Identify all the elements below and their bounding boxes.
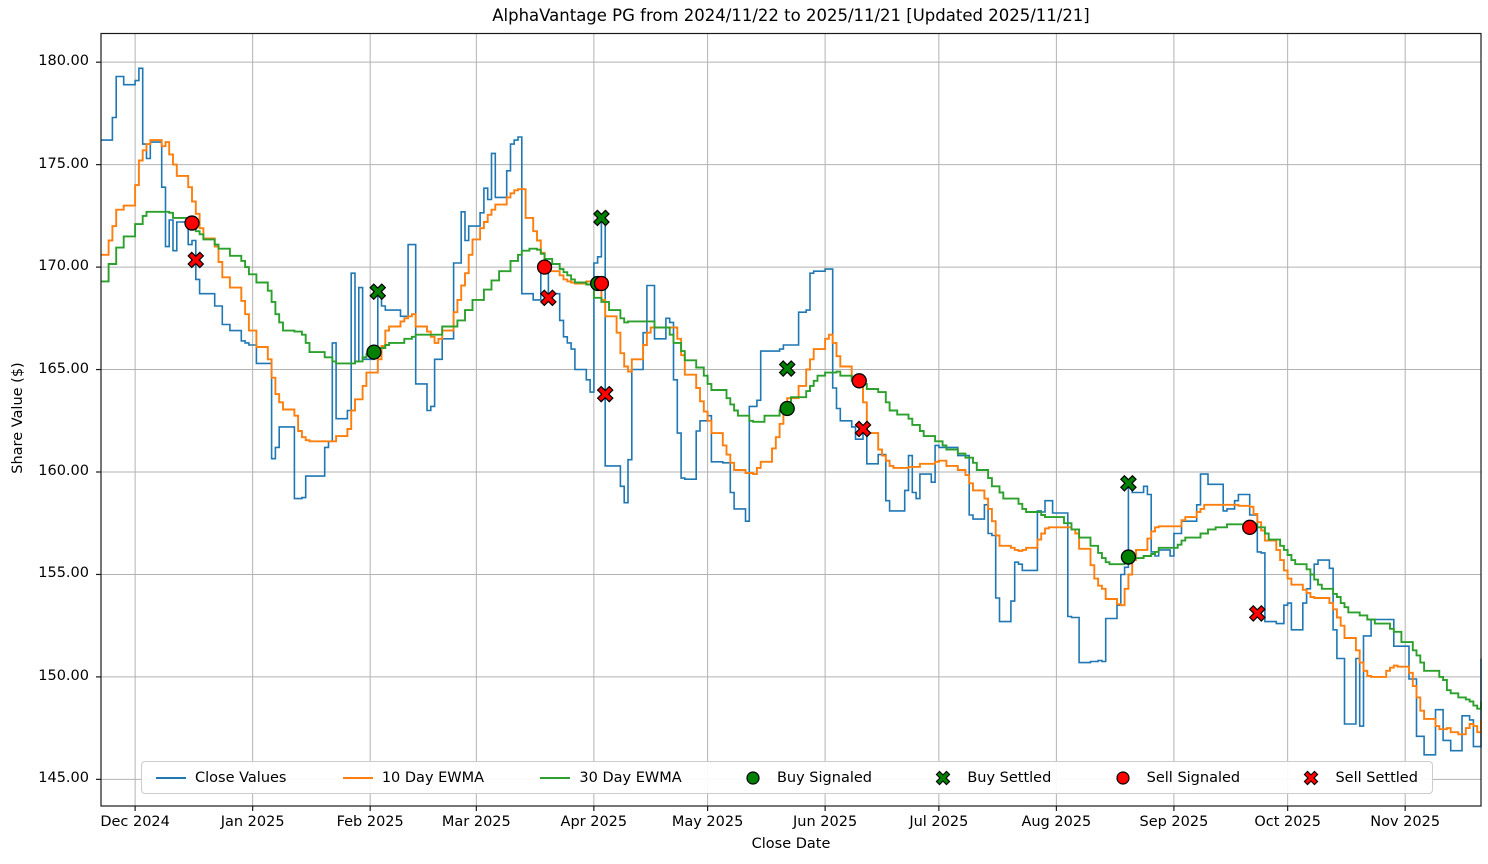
x-tick-label: Dec 2024: [100, 814, 170, 830]
y-tick-label: 170.00: [38, 258, 89, 275]
legend-line-swatch: [540, 776, 571, 779]
x-tick-label: Jul 2025: [909, 814, 969, 830]
x-tick-label: Aug 2025: [1021, 814, 1092, 830]
gridlines: [101, 33, 1481, 806]
legend-item-sell-settled: Sell Settled: [1296, 769, 1418, 787]
sell-settled-markers: [187, 251, 1266, 622]
legend-line-swatch: [342, 776, 373, 779]
legend-item-10-day-ewma: 10 Day EWMA: [342, 769, 485, 786]
legend-x-swatch: [928, 769, 958, 787]
y-tick-label: 175.00: [38, 155, 89, 172]
x-tick-label: Oct 2025: [1254, 814, 1321, 830]
x-tick-label: Apr 2025: [560, 814, 628, 830]
legend-item-label: 30 Day EWMA: [579, 769, 682, 786]
legend-item-buy-settled: Buy Settled: [928, 769, 1051, 787]
x-tick-label: Jun 2025: [793, 814, 858, 830]
legend-line-swatch: [156, 776, 186, 779]
legend-item-sell-signaled: Sell Signaled: [1108, 769, 1240, 787]
y-tick-label: 145.00: [38, 770, 89, 787]
y-tick-label: 160.00: [38, 463, 89, 479]
legend-x-swatch: [1296, 769, 1326, 787]
buy-settled-markers: [369, 209, 1137, 492]
y-tick-label: 180.00: [38, 53, 89, 70]
ewma30-line: [101, 210, 1482, 710]
x-tick-label: May 2025: [671, 814, 744, 830]
legend-item-label: Buy Settled: [967, 769, 1052, 786]
x-tick-label: Mar 2025: [441, 814, 511, 830]
x-tick-label: Sep 2025: [1139, 814, 1209, 830]
tick-marks: [96, 61, 1406, 811]
x-tick-label: Jan 2025: [220, 814, 285, 830]
chart-title: AlphaVantage PG from 2024/11/22 to 2025/…: [492, 6, 1090, 25]
legend-item-label: 10 Day EWMA: [381, 769, 485, 786]
legend-item-label: Sell Signaled: [1146, 769, 1241, 786]
legend: Close Values 10 Day EWMA 30 Day EWMA Buy Si…: [141, 761, 1433, 794]
x-tick-label: Feb 2025: [336, 814, 404, 830]
sell-signaled-markers: [184, 215, 1258, 535]
legend-item-label: Buy Signaled: [776, 769, 872, 786]
close-values-line: [101, 67, 1482, 756]
legend-item-label: Sell Settled: [1335, 769, 1418, 786]
y-tick-label: 155.00: [38, 565, 89, 582]
y-tick-label: 165.00: [38, 360, 89, 377]
legend-item-buy-signaled: Buy Signaled: [738, 769, 872, 787]
x-axis-title: Close Date: [751, 836, 831, 852]
legend-item-close-values: Close Values: [156, 770, 286, 786]
ewma10-line: [101, 139, 1482, 736]
legend-item-30-day-ewma: 30 Day EWMA: [540, 769, 682, 786]
legend-circle-swatch: [1108, 769, 1138, 787]
legend-circle-swatch: [738, 769, 768, 787]
plot-border: [100, 32, 1482, 807]
legend-item-label: Close Values: [195, 769, 287, 786]
y-tick-label: 150.00: [38, 667, 89, 684]
x-tick-label: Nov 2025: [1370, 814, 1441, 830]
